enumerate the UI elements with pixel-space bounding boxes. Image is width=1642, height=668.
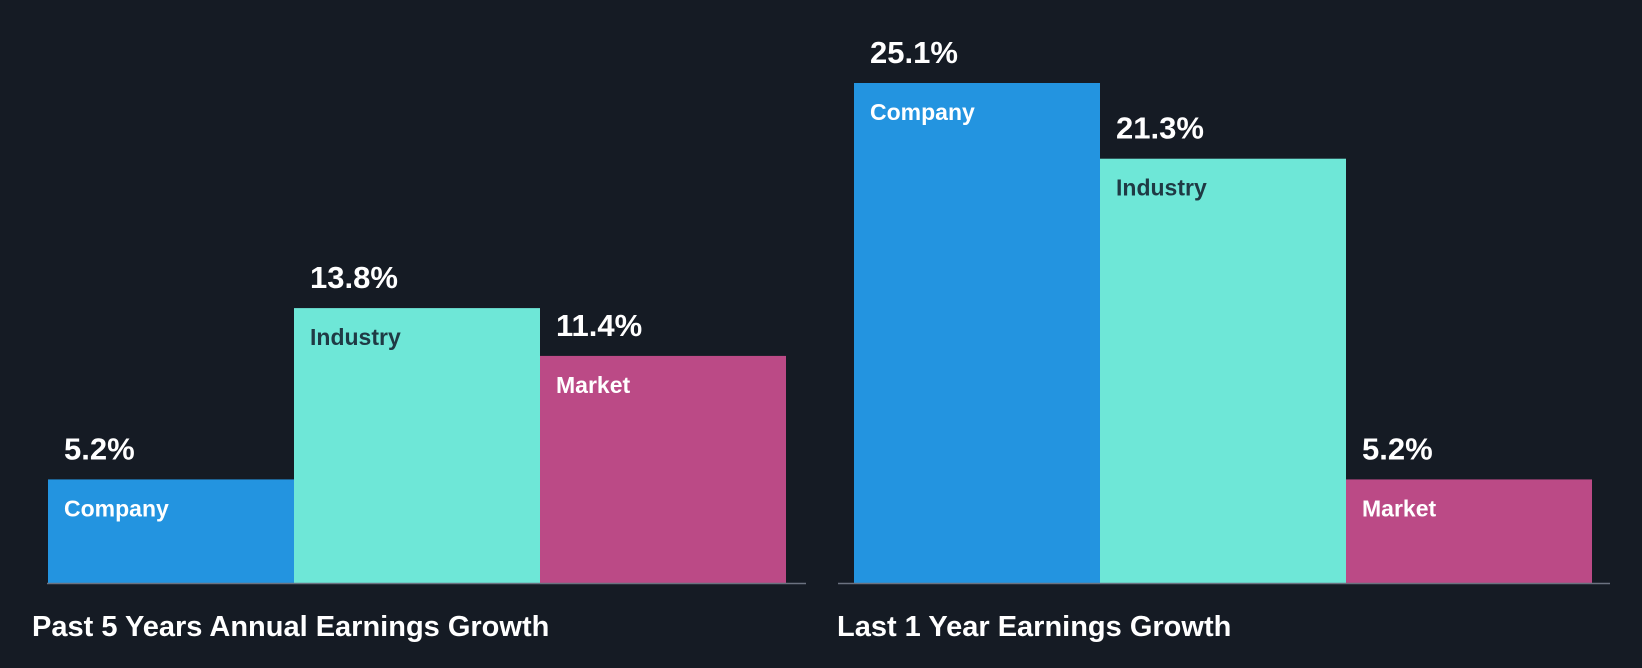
one-year-industry-value-label: 21.3% (1116, 111, 1204, 146)
five-year-industry-bar (294, 308, 540, 583)
one-year-industry-bar (1100, 158, 1346, 583)
five-year-company-value-label: 5.2% (64, 431, 135, 466)
five-year-market-bar (540, 355, 786, 583)
one-year-company-value-label: 25.1% (870, 35, 958, 70)
one-year-company-bar (854, 83, 1100, 583)
one-year-chart-title: Last 1 Year Earnings Growth (837, 611, 1231, 643)
one-year-market-bar (1346, 479, 1592, 583)
five-year-market-category-label: Market (556, 372, 630, 398)
five-year-company-category-label: Company (64, 495, 169, 521)
five-year-industry-category-label: Industry (310, 324, 401, 350)
one-year-market-category-label: Market (1362, 495, 1436, 521)
one-year-market-value-label: 5.2% (1362, 431, 1433, 466)
five-year-company-bar (48, 479, 294, 583)
five-year-chart-title: Past 5 Years Annual Earnings Growth (32, 611, 549, 643)
five-year-market-value-label: 11.4% (556, 308, 642, 343)
five-year-industry-value-label: 13.8% (310, 260, 398, 295)
one-year-company-category-label: Company (870, 99, 975, 125)
one-year-industry-category-label: Industry (1116, 175, 1207, 201)
